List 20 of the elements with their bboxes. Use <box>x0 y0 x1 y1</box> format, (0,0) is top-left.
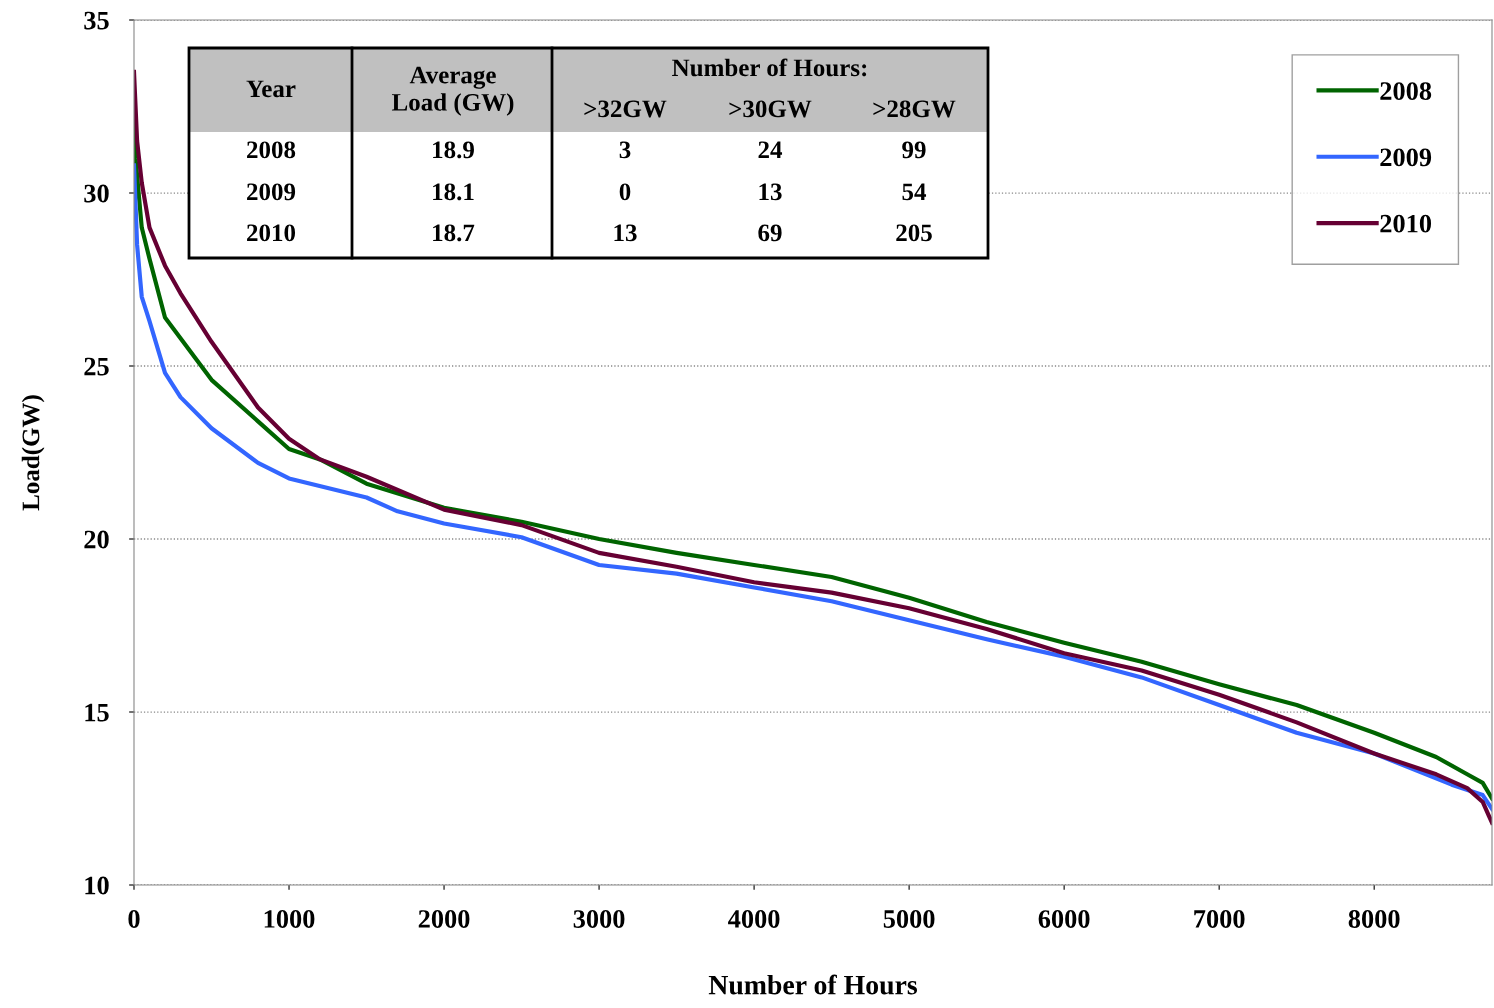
x-axis-title: Number of Hours <box>708 974 918 995</box>
x-tick-label: 6000 <box>1038 910 1090 928</box>
y-tick-label: 20 <box>84 530 109 549</box>
x-tick-label: 0 <box>128 910 140 928</box>
x-tick-label: 8000 <box>1348 910 1400 928</box>
y-tick-label: 15 <box>85 703 109 722</box>
y-tick-label: 35 <box>84 11 109 30</box>
x-tick-label: 1000 <box>264 910 315 928</box>
legend-label: 2008 <box>1380 82 1432 100</box>
x-tick-label: 3000 <box>573 910 625 928</box>
y-tick-label: 30 <box>84 184 109 203</box>
x-tick-label: 4000 <box>728 910 780 928</box>
legend-label: 2009 <box>1380 148 1432 167</box>
x-tick-label: 7000 <box>1194 910 1245 928</box>
y-tick-label: 25 <box>84 357 109 376</box>
legend-label: 2010 <box>1380 214 1432 233</box>
x-tick-label: 5000 <box>883 910 935 928</box>
y-tick-label: 10 <box>85 876 109 895</box>
x-tick-label: 2000 <box>418 910 470 928</box>
y-axis-title: Load(GW) <box>21 395 45 511</box>
